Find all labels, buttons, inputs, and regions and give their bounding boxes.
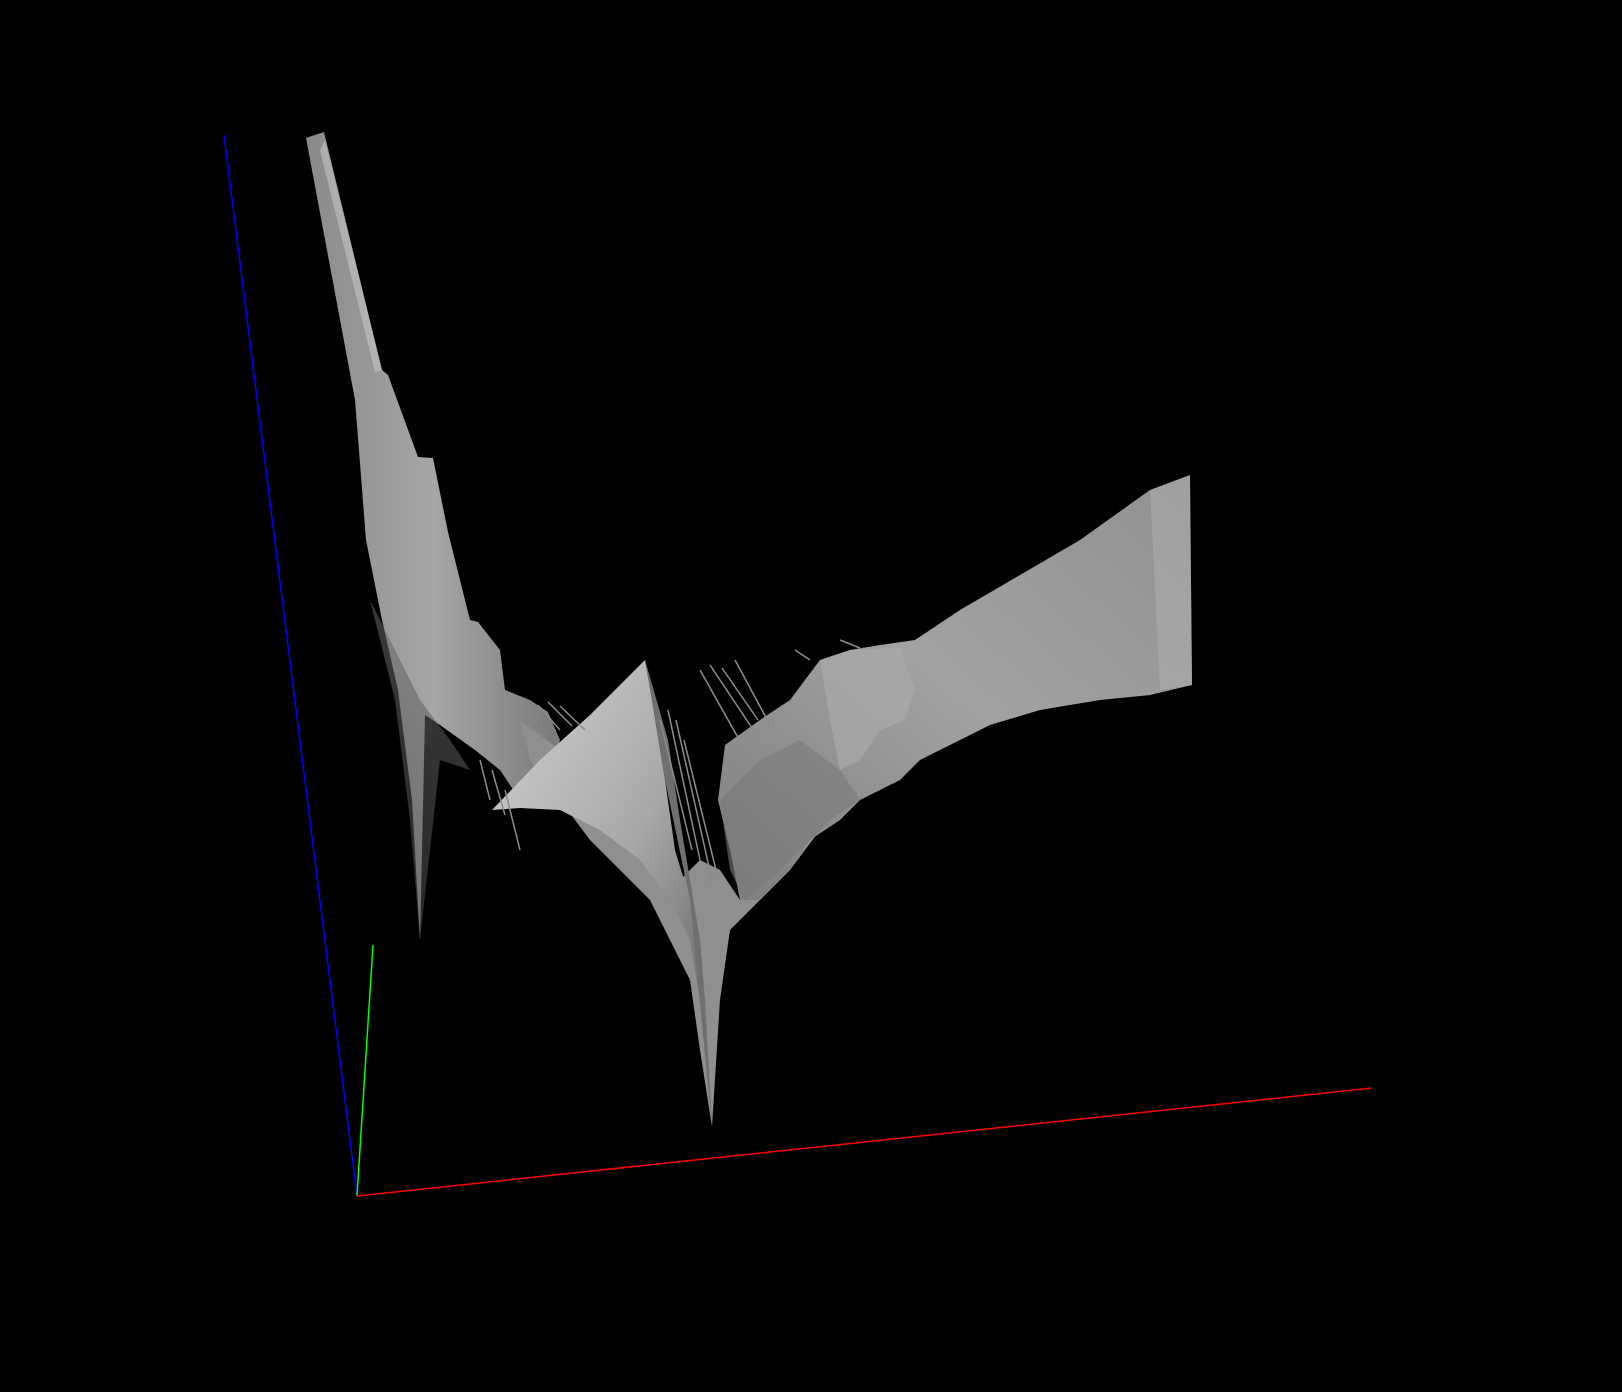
surface-center-peak [492, 660, 702, 1000]
surface-left-wing-shade [370, 600, 470, 940]
surface-fringe-spikes [479, 639, 861, 881]
surface-right-wing-facet [820, 648, 915, 770]
surface-mesh [306, 132, 1192, 1127]
surface-right-wing-shade [720, 740, 860, 900]
surface-highlight-right [1150, 475, 1192, 690]
y-axis-line [356, 944, 374, 1197]
surface-highlight [320, 140, 382, 372]
x-axis-line [356, 1087, 1373, 1197]
z-axis-line [223, 134, 358, 1197]
